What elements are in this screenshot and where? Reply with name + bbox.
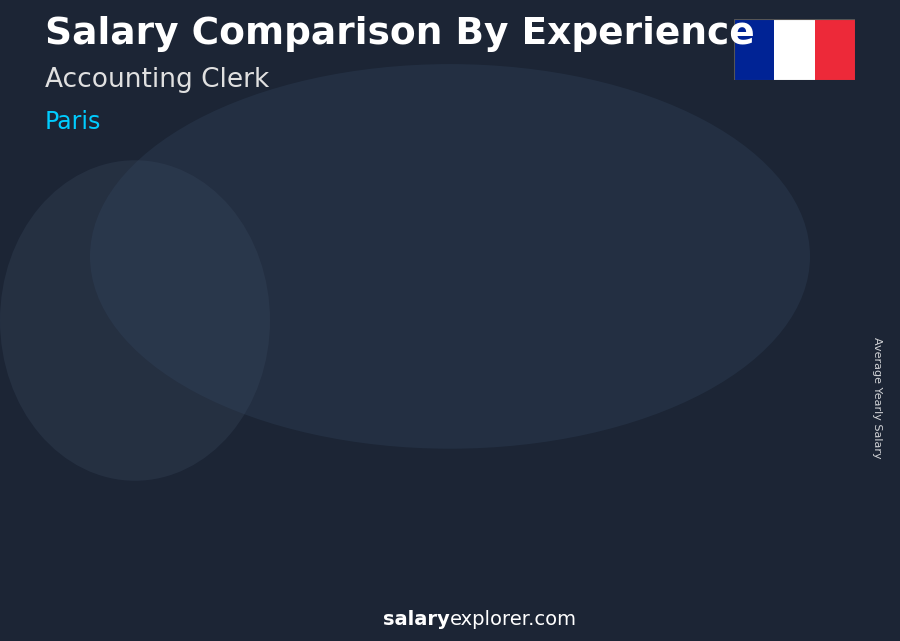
Bar — [110, 452, 181, 577]
Bar — [583, 306, 653, 577]
Bar — [653, 306, 660, 577]
Bar — [418, 369, 424, 577]
Text: Average Yearly Salary: Average Yearly Salary — [872, 337, 883, 458]
Bar — [771, 288, 778, 577]
Bar — [299, 419, 306, 577]
Bar — [346, 369, 351, 577]
Text: 30,700 EUR: 30,700 EUR — [573, 288, 663, 303]
Text: salary: salary — [383, 610, 450, 629]
Text: 14,200 EUR: 14,200 EUR — [101, 434, 191, 449]
Text: 32,700 EUR: 32,700 EUR — [691, 271, 781, 286]
Bar — [734, 19, 774, 80]
Bar — [464, 333, 536, 577]
Text: Paris: Paris — [45, 110, 102, 134]
Bar — [536, 333, 542, 577]
Bar — [774, 19, 814, 80]
Bar — [464, 333, 469, 577]
Bar — [583, 306, 660, 310]
Bar — [814, 19, 855, 80]
Bar — [229, 419, 306, 421]
Bar — [110, 452, 187, 454]
Bar — [583, 306, 587, 577]
Bar — [701, 288, 778, 292]
Ellipse shape — [0, 160, 270, 481]
Bar — [464, 333, 542, 336]
Text: +18%: +18% — [405, 285, 477, 304]
Text: +11%: +11% — [523, 254, 595, 274]
Text: Accounting Clerk: Accounting Clerk — [45, 67, 269, 94]
Bar — [346, 369, 424, 371]
Text: +32%: +32% — [287, 325, 359, 345]
Bar — [110, 452, 114, 577]
Text: +26%: +26% — [169, 379, 240, 400]
Text: 23,600 EUR: 23,600 EUR — [338, 351, 427, 366]
Bar — [701, 288, 705, 577]
Bar — [229, 419, 299, 577]
Bar — [346, 369, 418, 577]
Text: Salary Comparison By Experience: Salary Comparison By Experience — [45, 16, 755, 52]
Text: +6%: +6% — [649, 231, 706, 252]
Bar — [229, 419, 232, 577]
Bar — [181, 452, 187, 577]
Bar — [701, 288, 772, 577]
Ellipse shape — [90, 64, 810, 449]
Text: explorer.com: explorer.com — [450, 610, 577, 629]
Text: 27,700 EUR: 27,700 EUR — [455, 315, 544, 329]
Text: 17,900 EUR: 17,900 EUR — [219, 401, 309, 416]
